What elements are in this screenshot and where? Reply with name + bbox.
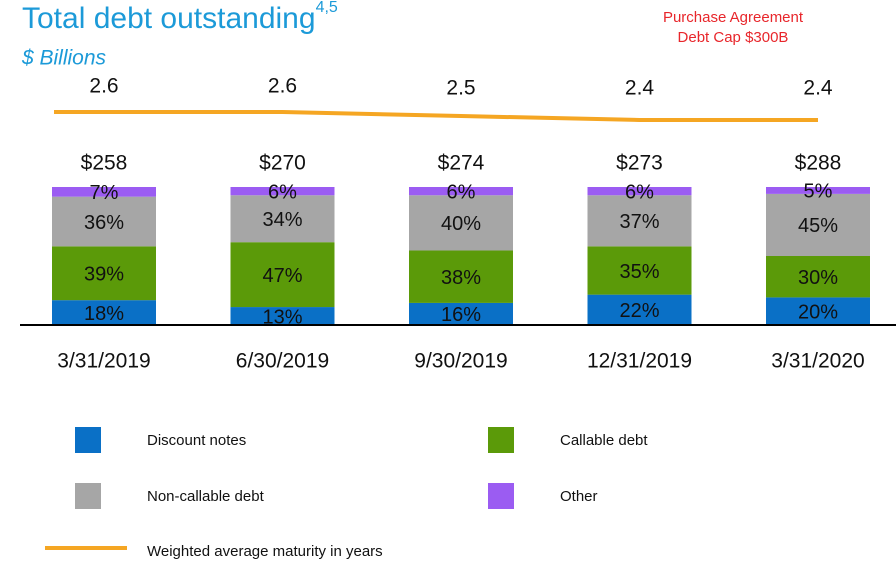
data-label: 20% <box>798 301 838 323</box>
data-label: 38% <box>441 267 481 289</box>
line-label: 2.6 <box>89 75 118 98</box>
data-label: 36% <box>84 212 124 234</box>
maturity-line <box>54 110 818 122</box>
x-tick-label: 9/30/2019 <box>414 350 507 373</box>
x-tick-label: 12/31/2019 <box>587 350 692 373</box>
data-label: 34% <box>262 209 302 231</box>
total-label: $288 <box>795 152 842 175</box>
legend-label: Non-callable debt <box>147 488 265 505</box>
legend-label: Weighted average maturity in years <box>147 543 383 560</box>
chart-title: Total debt outstanding4,5 <box>22 0 338 35</box>
data-label: 16% <box>441 304 481 326</box>
bar-segment <box>230 187 335 196</box>
bar-segment <box>52 196 156 247</box>
bar-segment <box>409 250 513 303</box>
bar-segment <box>766 256 870 298</box>
line-label: 2.6 <box>268 75 297 98</box>
x-tick-label: 6/30/2019 <box>236 350 329 373</box>
data-label: 47% <box>262 265 302 287</box>
annotation: Debt Cap $300B <box>678 29 789 46</box>
legend-swatch <box>488 427 514 453</box>
total-label: $270 <box>259 152 306 175</box>
bar-segment <box>230 242 335 308</box>
data-label: 45% <box>798 215 838 237</box>
bar-segment <box>409 195 513 251</box>
title-superscript: 4,5 <box>316 0 338 16</box>
total-label: $273 <box>616 152 663 175</box>
line-label: 2.4 <box>625 77 655 100</box>
data-label: 13% <box>262 306 302 328</box>
data-label: 22% <box>619 300 659 322</box>
bar-segment <box>766 193 870 256</box>
bar-segment <box>52 187 156 197</box>
data-label: 6% <box>447 181 476 203</box>
legend-label: Discount notes <box>147 432 246 449</box>
line-label: 2.5 <box>446 77 475 100</box>
annotation: Purchase Agreement <box>663 9 804 26</box>
legend-swatch <box>75 427 101 453</box>
data-label: 39% <box>84 264 124 286</box>
data-label: 6% <box>625 181 654 203</box>
data-label: 30% <box>798 267 838 289</box>
bar-segment <box>52 300 156 325</box>
bar-segment <box>230 307 335 325</box>
x-tick-label: 3/31/2020 <box>771 350 864 373</box>
x-tick-label: 3/31/2019 <box>57 350 150 373</box>
data-label: 7% <box>90 182 119 204</box>
bar-segment <box>587 195 692 247</box>
legend-swatch <box>488 483 514 509</box>
data-label: 37% <box>619 211 659 233</box>
data-label: 6% <box>268 181 297 203</box>
data-label: 40% <box>441 213 481 235</box>
data-label: 18% <box>84 303 124 325</box>
data-label: 5% <box>804 181 833 203</box>
legend-label: Other <box>560 488 598 505</box>
legend-swatch <box>75 483 101 509</box>
bar-segment <box>587 246 692 295</box>
bar-segment <box>409 187 513 196</box>
legend-label: Callable debt <box>560 432 648 449</box>
bar-segment <box>587 294 692 325</box>
bar-segment <box>409 302 513 325</box>
total-label: $274 <box>438 152 485 175</box>
chart-subtitle: $ Billions <box>21 47 107 70</box>
data-label: 35% <box>619 261 659 283</box>
bar-segment <box>230 195 335 243</box>
bar-segment <box>766 187 870 194</box>
bar-segment <box>766 297 870 325</box>
bar-segment <box>52 246 156 301</box>
line-label: 2.4 <box>803 77 833 100</box>
total-label: $258 <box>81 152 128 175</box>
title-text: Total debt outstanding <box>22 2 316 35</box>
bar-segment <box>587 187 692 196</box>
